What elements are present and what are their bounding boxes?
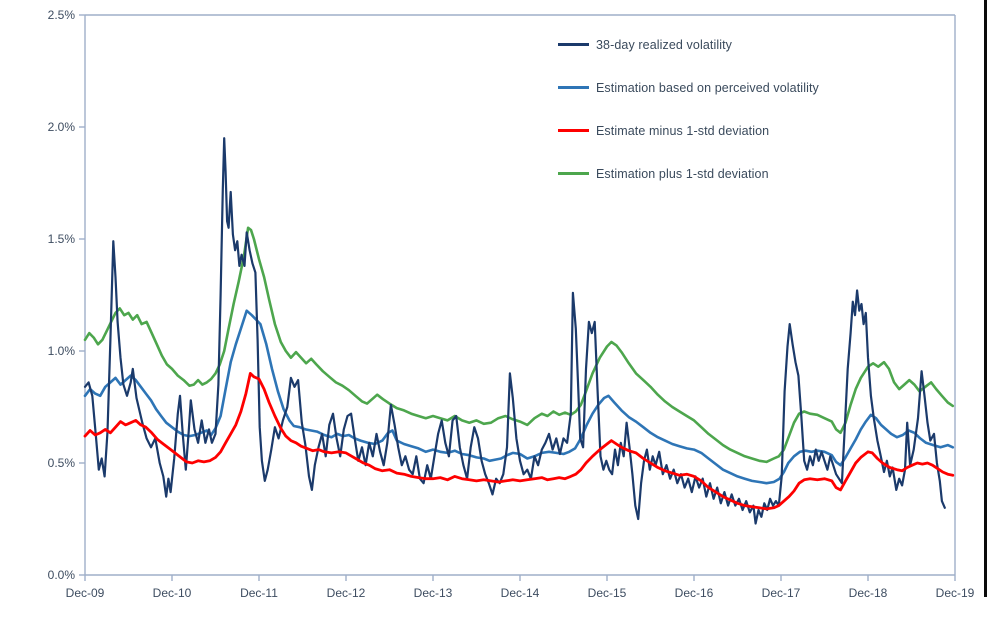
legend-item-estimate-minus-1-std-deviation: Estimate minus 1-std deviation [558, 122, 819, 139]
legend-item-38-day-realized-volatility: 38-day realized volatility [558, 36, 819, 53]
y-axis-tick-label: 2.0% [48, 120, 76, 134]
x-axis-tick-label: Dec-15 [588, 586, 627, 600]
series-line-38-day-realized-volatility [83, 137, 946, 525]
y-axis-tick-label: 2.5% [48, 8, 76, 22]
x-axis-tick-label: Dec-19 [936, 586, 975, 600]
chart-legend: 38-day realized volatility Estimation bas… [558, 36, 819, 182]
x-axis-tick-label: Dec-09 [66, 586, 105, 600]
x-axis-tick-label: Dec-17 [762, 586, 801, 600]
legend-label: Estimation plus 1-std deviation [596, 166, 769, 181]
legend-item-estimation-plus-1-std-deviation: Estimation plus 1-std deviation [558, 165, 819, 182]
legend-line-swatch [558, 43, 589, 46]
series-line-estimate-minus-1-std-deviation [83, 371, 955, 511]
legend-line-swatch [558, 86, 589, 89]
window-edge-bar [984, 0, 987, 597]
legend-label: 38-day realized volatility [596, 37, 732, 52]
legend-line-swatch [558, 172, 589, 175]
x-axis-tick-label: Dec-10 [153, 586, 192, 600]
y-axis-tick-label: 0.0% [48, 568, 76, 582]
legend-item-estimation-based-on-perceived-volatility: Estimation based on perceived volatility [558, 79, 819, 96]
y-axis-tick-label: 0.5% [48, 456, 76, 470]
legend-line-swatch [558, 129, 589, 132]
legend-label: Estimation based on perceived volatility [596, 80, 819, 95]
x-axis-tick-label: Dec-11 [240, 586, 278, 600]
x-axis-tick-label: Dec-16 [675, 586, 714, 600]
series-line-estimation-plus-1-std-deviation [83, 226, 955, 464]
y-axis-tick-label: 1.0% [48, 344, 76, 358]
x-axis-tick-label: Dec-12 [327, 586, 366, 600]
x-axis-tick-label: Dec-14 [501, 586, 540, 600]
y-axis-tick-label: 1.5% [48, 232, 76, 246]
x-axis-tick-label: Dec-18 [849, 586, 888, 600]
legend-label: Estimate minus 1-std deviation [596, 123, 770, 138]
x-axis-tick-label: Dec-13 [414, 586, 453, 600]
